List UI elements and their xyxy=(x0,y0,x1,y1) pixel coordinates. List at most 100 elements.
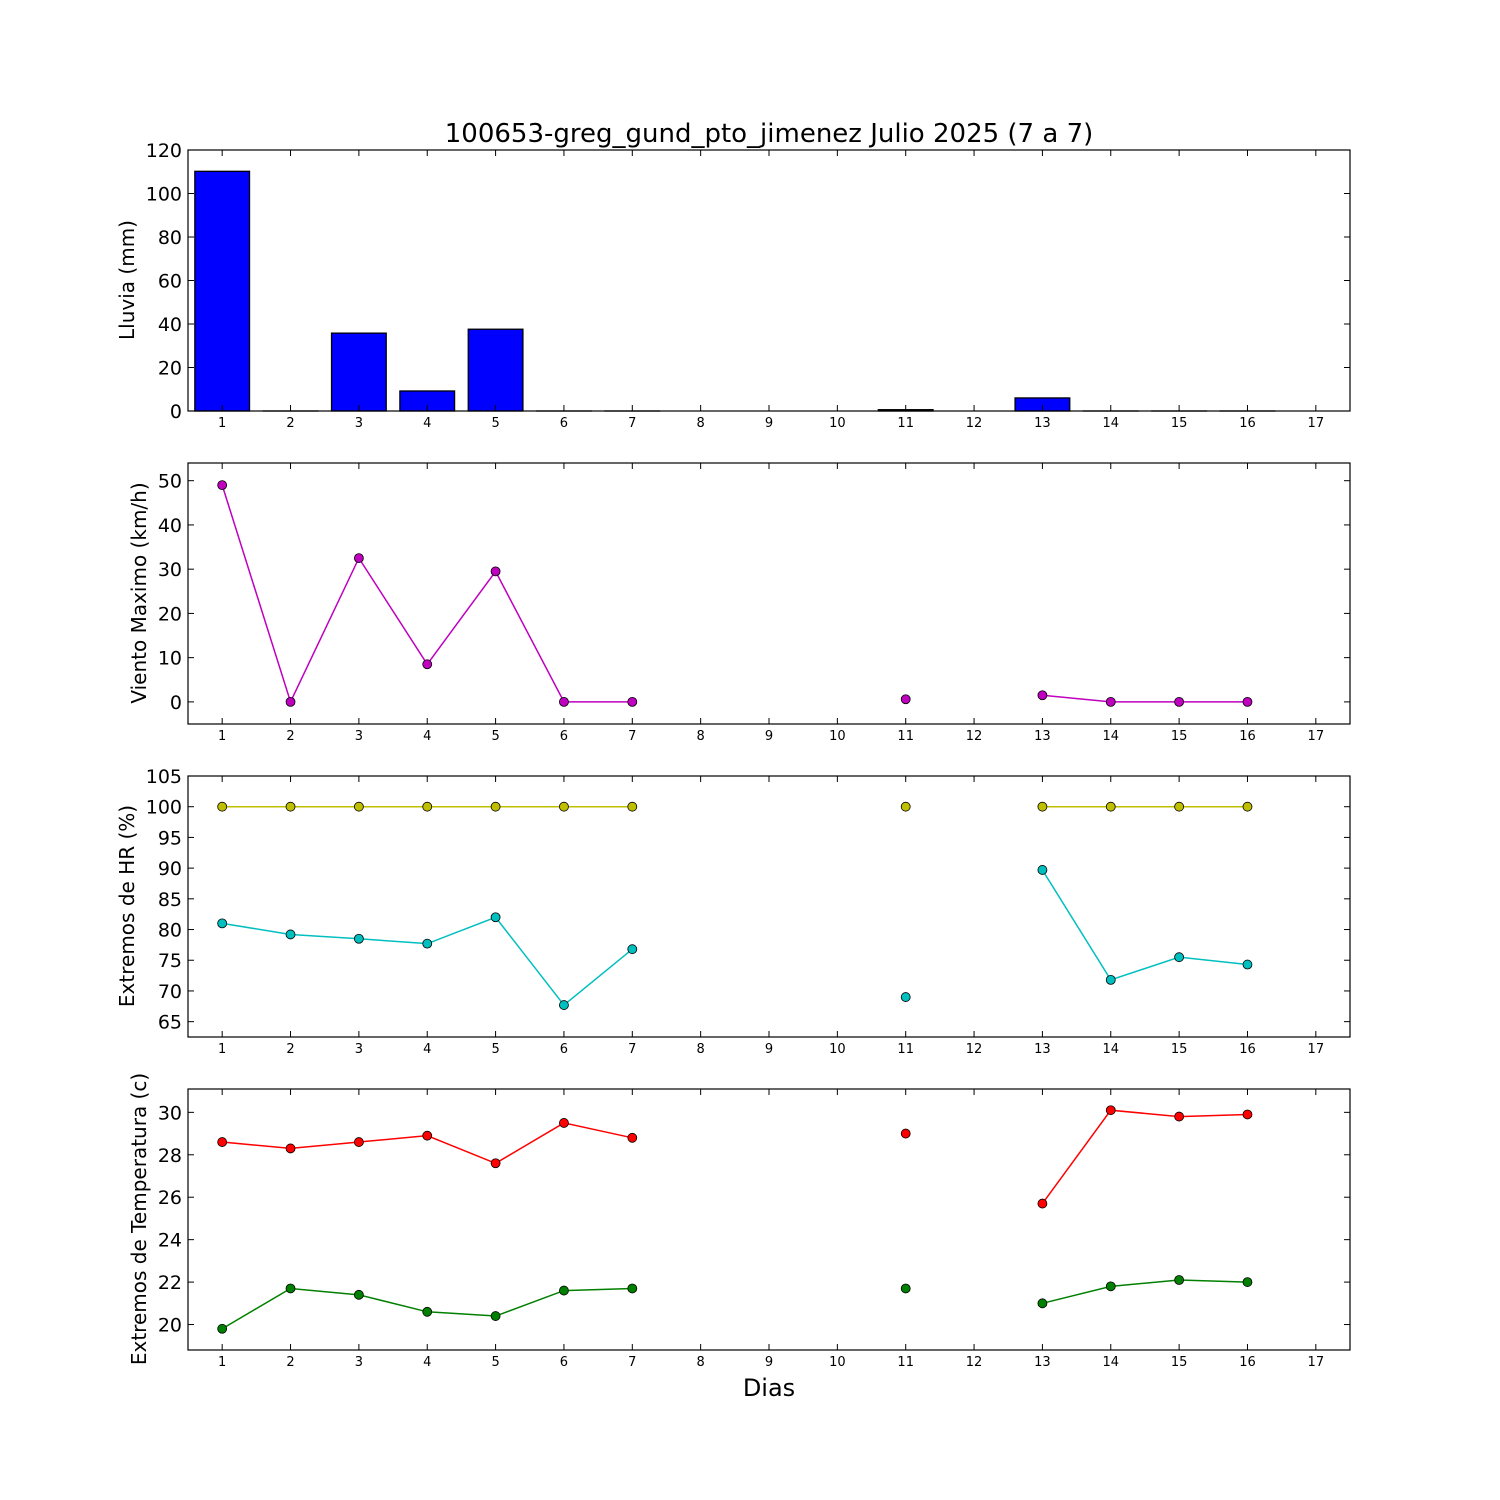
x-tick-label: 1 xyxy=(218,1355,226,1370)
x-tick-label: 6 xyxy=(560,416,568,431)
temperatura-series-1-point-day-6 xyxy=(559,1285,569,1296)
bar-day-5 xyxy=(467,328,524,412)
temperatura-series-1-point-day-1 xyxy=(217,1323,228,1334)
axes-frame xyxy=(187,462,1351,725)
x-tick-label: 2 xyxy=(286,729,294,744)
bar-day-1 xyxy=(194,170,251,412)
viento-series-0-point-day-11 xyxy=(900,694,911,705)
x-tick-label: 9 xyxy=(765,1355,773,1370)
x-tick-label: 13 xyxy=(1034,729,1051,744)
y-tick-label: 30 xyxy=(158,1102,182,1124)
x-tick-label: 4 xyxy=(423,729,431,744)
panel-lluvia: Lluvia (mm) 1 2 3 4 5 6 7 8 9 10 11 12 13 14 15 16 17020… xyxy=(115,140,1351,431)
temperatura-series-0-point-day-15 xyxy=(1174,1111,1185,1122)
temperatura-series-0-point-day-3 xyxy=(353,1137,364,1147)
y-tick-label: 95 xyxy=(158,827,182,849)
viento-series-0-line-0 xyxy=(221,484,633,704)
x-tick-label: 10 xyxy=(829,729,846,744)
y-tick-label: 90 xyxy=(158,858,182,880)
x-tick-label: 9 xyxy=(765,416,773,431)
temperatura-series-1-point-day-3 xyxy=(353,1289,364,1300)
y-tick-label: 100 xyxy=(146,184,182,206)
x-tick-label: 3 xyxy=(355,416,363,431)
viento-series-0-point-day-14 xyxy=(1105,696,1116,707)
x-tick-label: 7 xyxy=(628,1355,636,1370)
y-tick-label: 30 xyxy=(158,559,182,581)
y-axis-label-lluvia: Lluvia (mm) xyxy=(115,220,139,340)
y-tick-label: 65 xyxy=(158,1012,182,1034)
temperatura-series-1-line-2 xyxy=(1042,1279,1248,1305)
temperatura-series-0-point-day-4 xyxy=(422,1130,433,1141)
hr-series-0-point-day-5 xyxy=(490,801,501,812)
x-tick-label: 2 xyxy=(286,1355,294,1370)
x-tick-label: 11 xyxy=(897,729,914,744)
x-tick-label: 14 xyxy=(1102,1355,1119,1370)
panel-viento: Viento Maximo (km/h) 1 2 3 4 5 6 7 8 9 10 11 12 13 14… xyxy=(127,462,1351,744)
x-tick-label: 10 xyxy=(829,1042,846,1057)
viento-series-0-point-day-3 xyxy=(353,553,364,564)
viento-series-0-point-day-2 xyxy=(285,696,296,707)
x-tick-label: 13 xyxy=(1034,416,1051,431)
x-tick-label: 3 xyxy=(355,1355,363,1370)
y-tick-label: 60 xyxy=(158,271,182,293)
y-tick-label: 40 xyxy=(158,515,182,537)
temperatura-series-1-point-day-16 xyxy=(1242,1277,1253,1287)
viento-series-0-point-day-4 xyxy=(422,659,433,670)
x-tick-label: 17 xyxy=(1308,1355,1325,1370)
x-tick-label: 13 xyxy=(1034,1355,1051,1370)
x-tick-label: 3 xyxy=(355,1042,363,1057)
x-tick-label: 16 xyxy=(1239,416,1256,431)
x-tick-label: 11 xyxy=(897,1355,914,1370)
y-tick-label: 50 xyxy=(158,471,182,493)
y-tick-label: 75 xyxy=(158,950,182,972)
y-tick-label: 26 xyxy=(158,1187,182,1209)
y-tick-label: 0 xyxy=(170,401,182,423)
x-tick-label: 6 xyxy=(560,1042,568,1057)
viento-series-0-line-2 xyxy=(1042,694,1248,703)
x-tick-label: 12 xyxy=(966,1042,983,1057)
x-tick-label: 1 xyxy=(218,416,226,431)
temperatura-series-1-point-day-7 xyxy=(627,1283,638,1294)
temperatura-series-0-point-day-16 xyxy=(1242,1109,1253,1120)
x-tick-label: 17 xyxy=(1308,729,1325,744)
panel-temperatura: Extremos de Temperatura (c) 1 2 3 4 5 6 7 8 9 10 1… xyxy=(127,1073,1351,1370)
y-tick-label: 22 xyxy=(158,1272,182,1294)
y-tick-label: 100 xyxy=(146,797,182,819)
hr-series-0-point-day-4 xyxy=(422,801,433,812)
x-tick-label: 10 xyxy=(829,1355,846,1370)
x-tick-label: 4 xyxy=(423,1042,431,1057)
x-tick-label: 8 xyxy=(697,1042,705,1057)
temperatura-series-0-point-day-5 xyxy=(490,1158,501,1169)
x-tick-label: 1 xyxy=(218,729,226,744)
x-tick-label: 9 xyxy=(765,1042,773,1057)
x-tick-label: 17 xyxy=(1308,1042,1325,1057)
x-tick-label: 12 xyxy=(966,1355,983,1370)
x-tick-label: 8 xyxy=(697,729,705,744)
x-tick-label: 7 xyxy=(628,416,636,431)
x-tick-label: 16 xyxy=(1239,1355,1256,1370)
hr-series-1-point-day-11 xyxy=(900,992,911,1002)
temperatura-series-1-point-day-13 xyxy=(1037,1298,1048,1309)
y-tick-label: 80 xyxy=(158,920,182,942)
x-tick-label: 13 xyxy=(1034,1042,1051,1057)
hr-series-1-point-day-1 xyxy=(217,918,228,929)
temperatura-series-1-point-day-11 xyxy=(900,1283,911,1294)
x-tick-label: 1 xyxy=(218,1042,226,1057)
x-tick-label: 15 xyxy=(1171,729,1188,744)
x-tick-label: 15 xyxy=(1171,1042,1188,1057)
x-tick-label: 6 xyxy=(560,1355,568,1370)
viento-series-0-point-day-1 xyxy=(217,480,228,491)
x-tick-label: 8 xyxy=(697,1355,705,1370)
bar-day-3 xyxy=(330,332,387,412)
x-tick-label: 4 xyxy=(423,416,431,431)
hr-series-1-point-day-13 xyxy=(1037,865,1048,875)
hr-series-1-point-day-4 xyxy=(422,938,433,949)
x-tick-label: 7 xyxy=(628,1042,636,1057)
x-tick-label: 5 xyxy=(491,1042,499,1057)
hr-series-0-point-day-13 xyxy=(1037,801,1048,812)
viento-series-0-point-day-16 xyxy=(1242,696,1253,707)
temperatura-series-1-point-day-14 xyxy=(1105,1281,1116,1292)
hr-series-0-point-day-3 xyxy=(353,801,364,812)
hr-series-1-point-day-2 xyxy=(285,929,296,940)
x-tick-label: 16 xyxy=(1239,729,1256,744)
